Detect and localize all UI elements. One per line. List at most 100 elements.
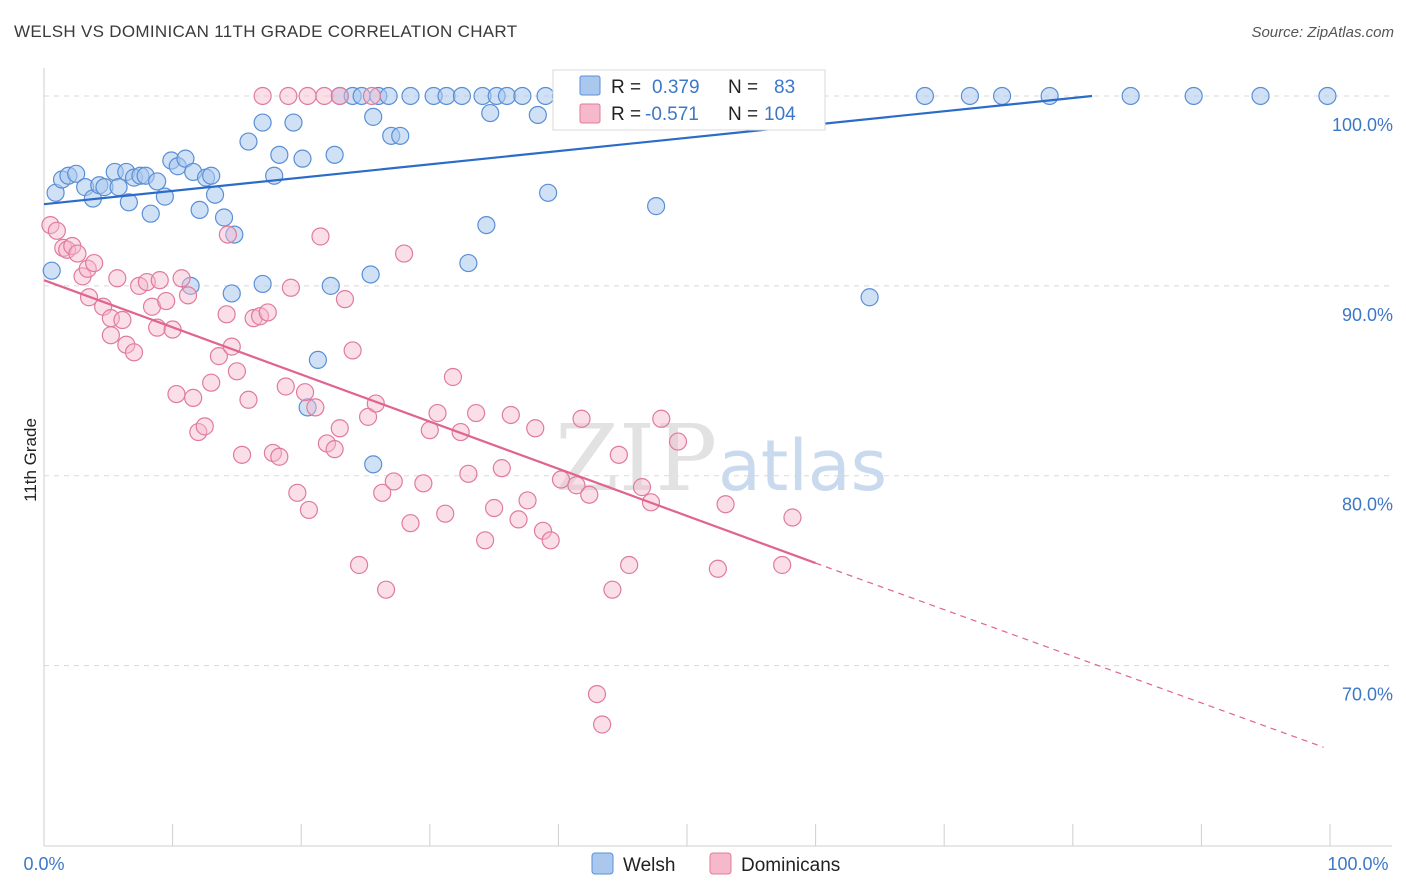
welsh-point — [308, 350, 328, 370]
bottom-legend-welsh-label: Welsh — [623, 855, 675, 876]
chart-title: WELSH VS DOMINICAN 11TH GRADE CORRELATIO… — [14, 22, 518, 41]
dominicans-point — [330, 86, 349, 106]
dominicans-point — [620, 555, 639, 575]
welsh-point — [364, 107, 383, 126]
gridlines — [44, 95, 1392, 667]
dominicans-point — [541, 531, 560, 550]
dominicans-point — [394, 244, 414, 263]
welsh-point — [513, 86, 532, 106]
dominicans-point — [475, 531, 495, 550]
dominicans-point — [325, 440, 344, 459]
y-tick-label-0: 70.0% — [1342, 685, 1393, 705]
correlation-legend: R = 0.379 N = 83 R = -0.571 N = 104 — [552, 69, 826, 131]
legend-welsh-swatch — [579, 75, 601, 96]
bottom-legend-welsh-swatch — [591, 852, 614, 875]
welsh-point — [452, 86, 472, 106]
y-tick-label-3: 100.0% — [1332, 115, 1393, 135]
legend-dom-r-label: R = — [611, 104, 641, 125]
dominicans-point — [533, 521, 553, 540]
welsh-point — [1184, 86, 1203, 106]
dominicans-point — [167, 384, 186, 404]
dominicans-point — [47, 221, 66, 240]
welsh-trend-line — [43, 94, 1093, 206]
dominicans-point — [436, 504, 455, 523]
dominicans-point — [652, 409, 671, 428]
welsh-point — [379, 86, 398, 106]
welsh-point — [205, 185, 225, 204]
welsh-point — [202, 166, 221, 185]
dominicans-point — [311, 227, 330, 246]
welsh-point — [992, 86, 1012, 106]
dominicans-point — [298, 86, 317, 106]
dominicans-point — [101, 326, 120, 345]
x-tick-labels: 0.0% 100.0% — [23, 854, 1388, 874]
dominicans-point — [117, 335, 136, 354]
dominicans-point — [349, 555, 369, 575]
dominicans-point — [459, 464, 478, 483]
y-tick-label-2: 90.0% — [1342, 305, 1393, 325]
welsh-point — [253, 113, 272, 132]
welsh-point — [293, 149, 312, 168]
dominicans-point — [68, 244, 87, 263]
welsh-point — [284, 113, 303, 132]
dominicans-point — [773, 555, 792, 575]
dominicans-point — [232, 445, 252, 464]
welsh-point — [239, 132, 258, 151]
welsh-point — [225, 225, 244, 244]
dominicans-point — [609, 445, 628, 464]
dominicans-point — [551, 470, 571, 489]
welsh-point — [459, 253, 478, 273]
dominicans-trend-line — [43, 279, 816, 565]
legend-welsh-r-label: R = — [611, 77, 641, 98]
watermark-zip: ZIP — [555, 405, 717, 512]
y-axis-label: 11th Grade — [21, 418, 40, 502]
welsh-point — [1121, 86, 1140, 106]
y-tick-label-1: 80.0% — [1342, 495, 1393, 515]
dominicans-point — [258, 303, 277, 322]
dominicans-point — [217, 305, 236, 324]
welsh-point — [364, 455, 383, 474]
source-label: Source: ZipAtlas.com — [1251, 24, 1394, 41]
dominicans-point — [376, 580, 396, 599]
welsh-point — [214, 208, 234, 227]
dominicans-point — [253, 86, 272, 106]
welsh-point — [298, 398, 317, 417]
dominicans-trend-extension — [815, 562, 1324, 748]
welsh-point — [253, 274, 272, 294]
dominicans-point — [518, 491, 537, 510]
dominicans-point — [632, 478, 652, 497]
series-legend: Welsh Dominicans — [591, 852, 840, 876]
dominicans-point — [343, 341, 362, 360]
dominicans-point — [330, 419, 349, 438]
welsh-point — [222, 284, 241, 303]
dominicans-point — [157, 291, 176, 311]
watermark-atlas: atlas — [718, 425, 887, 507]
dominicans-point — [783, 508, 802, 527]
welsh-point — [141, 204, 160, 223]
watermark: ZIP atlas — [555, 405, 887, 512]
dominicans-point — [281, 278, 301, 297]
dominicans-point — [124, 343, 144, 362]
welsh-point — [536, 86, 555, 106]
dominicans-point — [227, 362, 246, 381]
dominicans-point — [567, 476, 586, 495]
dominicans-point — [113, 310, 132, 330]
welsh-point — [1318, 86, 1337, 106]
legend-welsh-n-value: 83 — [774, 77, 795, 98]
dominicans-point — [288, 483, 307, 502]
dominicans-point — [384, 472, 403, 491]
dominicans-point — [184, 388, 203, 407]
dominicans-point — [466, 403, 486, 423]
dominicans-point — [276, 377, 295, 396]
welsh-point — [437, 86, 456, 106]
welsh-point — [361, 265, 380, 284]
welsh-point — [915, 86, 935, 106]
dominicans-point — [178, 286, 198, 305]
axes — [43, 68, 1392, 847]
welsh-point — [391, 126, 410, 145]
welsh-point — [647, 197, 666, 216]
dominicans-point — [373, 483, 392, 502]
x-tick-label-1: 100.0% — [1327, 854, 1388, 874]
welsh-point — [528, 105, 547, 125]
dominicans-point — [172, 269, 191, 288]
